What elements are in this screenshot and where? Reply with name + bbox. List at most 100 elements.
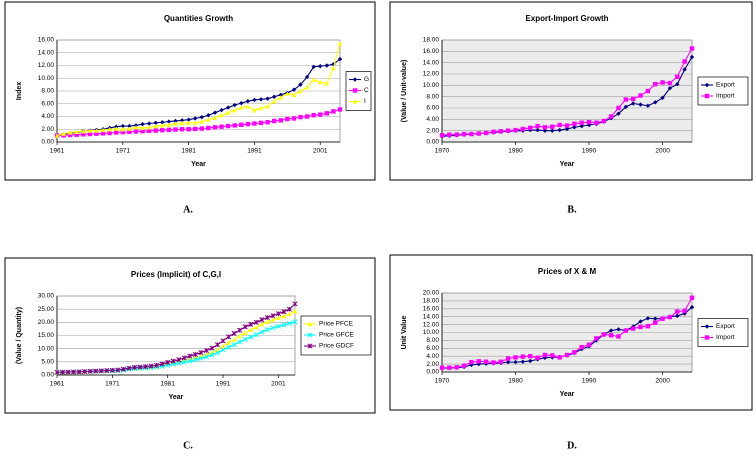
- marker: [193, 120, 198, 126]
- y-tick-label: 6.00: [426, 105, 439, 112]
- marker: [173, 121, 178, 126]
- marker: [179, 120, 185, 126]
- marker: [311, 77, 316, 82]
- marker: [242, 324, 248, 330]
- y-tick-label: 16.00: [423, 306, 440, 313]
- marker: [94, 131, 99, 136]
- x-tick-label: 1970: [435, 148, 450, 155]
- marker: [667, 85, 673, 91]
- marker: [206, 117, 211, 122]
- x-tick-label: 2000: [655, 148, 670, 155]
- chart-panel: Export-Import Growth 0.00 2.00 4.00 6.00 8.00…: [389, 1, 753, 181]
- marker: [616, 111, 621, 116]
- marker: [219, 107, 224, 113]
- marker: [259, 329, 265, 335]
- y-tick-label: 4.00: [426, 116, 439, 123]
- y-tick-label: 10.00: [38, 345, 55, 352]
- marker: [638, 102, 643, 107]
- marker: [187, 358, 193, 364]
- marker: [137, 364, 143, 370]
- marker: [439, 133, 445, 138]
- marker: [337, 56, 343, 62]
- marker: [461, 363, 467, 368]
- marker: [61, 131, 66, 136]
- marker: [146, 121, 152, 126]
- marker: [682, 67, 687, 72]
- marker: [193, 126, 198, 132]
- marker: [447, 365, 452, 370]
- marker: [337, 40, 343, 46]
- y-tick-label: 0.00: [41, 372, 54, 379]
- marker: [264, 327, 270, 333]
- x-tick-label: 1991: [247, 148, 262, 155]
- marker: [572, 121, 577, 127]
- marker: [324, 81, 330, 86]
- marker: [528, 358, 533, 364]
- marker: [239, 105, 244, 110]
- marker: [166, 122, 172, 127]
- marker: [352, 77, 358, 82]
- marker: [307, 321, 313, 327]
- marker: [689, 54, 695, 60]
- marker: [107, 127, 112, 132]
- marker: [120, 129, 126, 135]
- marker: [173, 118, 178, 124]
- x-tick-label: 1981: [181, 148, 196, 155]
- legend-label: Import: [716, 334, 735, 341]
- marker: [660, 80, 665, 85]
- marker: [153, 128, 158, 133]
- marker: [304, 74, 310, 80]
- marker: [550, 128, 555, 133]
- marker: [258, 106, 264, 111]
- y-tick-label: 8.00: [41, 88, 54, 95]
- caption: C.: [183, 440, 193, 451]
- marker: [206, 113, 211, 118]
- marker: [594, 120, 599, 125]
- marker: [59, 369, 66, 375]
- legend-label: Price PFCE: [319, 321, 354, 328]
- marker: [291, 92, 297, 98]
- marker: [265, 96, 270, 101]
- marker: [181, 359, 187, 365]
- marker: [270, 325, 276, 331]
- marker: [505, 356, 511, 361]
- caption: A.: [183, 204, 193, 215]
- marker: [226, 344, 232, 350]
- marker: [166, 127, 172, 133]
- marker: [505, 128, 511, 133]
- marker: [219, 113, 224, 118]
- marker: [281, 313, 287, 319]
- marker: [281, 309, 287, 315]
- marker: [278, 92, 283, 98]
- y-tick-label: 2.00: [426, 361, 439, 368]
- marker: [71, 369, 77, 375]
- marker: [100, 131, 106, 136]
- y-tick-label: 8.00: [426, 337, 439, 344]
- marker: [115, 367, 121, 373]
- marker: [239, 122, 244, 127]
- marker: [173, 127, 178, 132]
- y-tick-label: 16.00: [423, 48, 440, 55]
- marker: [270, 317, 276, 322]
- marker: [476, 131, 481, 136]
- legend-label: G: [364, 76, 369, 83]
- marker: [520, 359, 526, 364]
- y-tick-label: 6.00: [41, 100, 54, 107]
- marker: [630, 101, 636, 106]
- x-tick-label: 1981: [160, 381, 175, 388]
- marker: [630, 96, 636, 102]
- marker: [176, 357, 182, 363]
- marker: [278, 95, 283, 100]
- marker: [143, 364, 149, 370]
- marker: [608, 333, 614, 338]
- marker: [67, 130, 73, 135]
- legend-label: I: [364, 98, 366, 105]
- marker: [550, 353, 555, 358]
- y-tick-label: 5.00: [41, 359, 54, 366]
- marker: [645, 103, 651, 108]
- marker: [76, 369, 82, 375]
- marker: [557, 122, 562, 128]
- marker: [579, 344, 584, 350]
- marker: [242, 330, 248, 336]
- marker: [212, 115, 218, 120]
